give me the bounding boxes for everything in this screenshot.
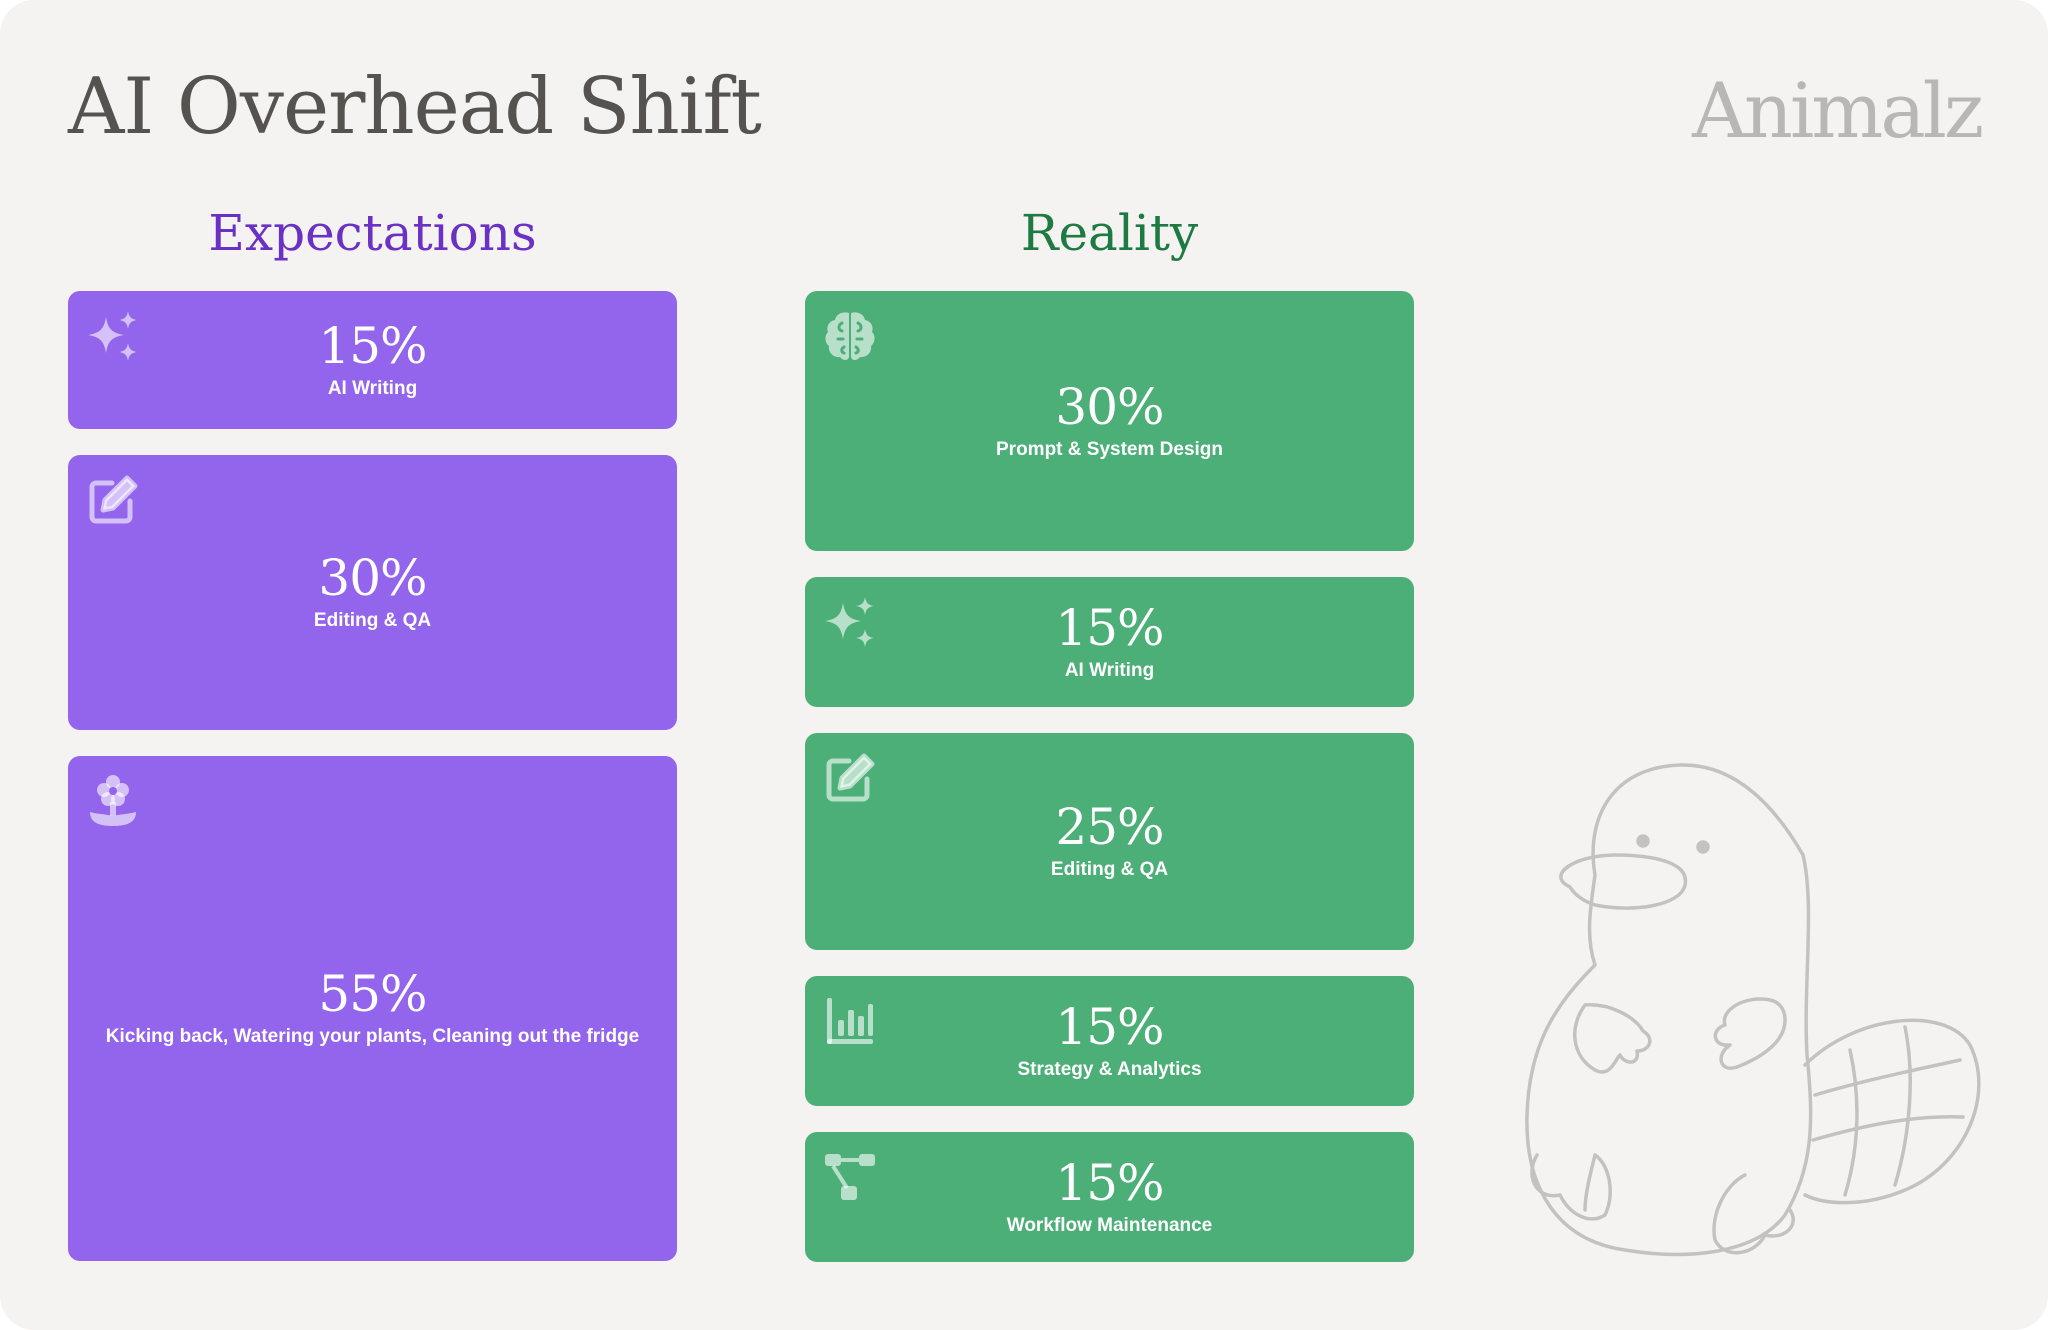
brand-logo: Animalz <box>1692 66 1984 155</box>
percentage-value: 15% <box>318 316 427 375</box>
percentage-value: 15% <box>1055 598 1164 657</box>
edit-icon <box>86 473 140 527</box>
category-label: Kicking back, Watering your plants, Clea… <box>105 1026 640 1047</box>
sparkles-icon <box>86 309 140 363</box>
percentage-value: 30% <box>1055 377 1164 436</box>
category-label: Editing & QA <box>1050 859 1169 880</box>
category-label: Workflow Maintenance <box>1006 1214 1213 1236</box>
percentage-value: 15% <box>1055 1153 1164 1212</box>
reality-block-3: 25% Editing & QA <box>805 733 1414 950</box>
sparkles-icon <box>823 595 877 649</box>
expectations-block-2: 30% Editing & QA <box>68 455 677 730</box>
percentage-value: 25% <box>1055 798 1164 856</box>
category-label: AI Writing <box>327 377 418 399</box>
expectations-block-1: 15% AI Writing <box>68 291 677 429</box>
reality-block-4: 15% Strategy & Analytics <box>805 976 1414 1106</box>
category-label: Editing & QA <box>313 610 432 631</box>
bar-chart-icon <box>823 994 877 1048</box>
reality-block-2: 15% AI Writing <box>805 577 1414 707</box>
reality-block-1: 30% Prompt & System Design <box>805 291 1414 551</box>
reality-block-5: 15% Workflow Maintenance <box>805 1132 1414 1262</box>
flower-icon <box>86 774 140 828</box>
expectations-block-3: 55% Kicking back, Watering your plants, C… <box>68 756 677 1261</box>
category-label: AI Writing <box>1064 659 1155 681</box>
edit-icon <box>823 751 877 805</box>
platypus-mascot-illustration <box>1525 763 1981 1257</box>
reality-heading: Reality <box>1020 204 1199 262</box>
brain-icon <box>823 309 877 363</box>
category-label: Prompt & System Design <box>996 438 1223 460</box>
expectations-heading: Expectations <box>208 204 537 262</box>
percentage-value: 30% <box>318 549 427 607</box>
percentage-value: 15% <box>1055 997 1164 1056</box>
percentage-value: 55% <box>318 965 427 1023</box>
category-label: Strategy & Analytics <box>1017 1058 1202 1080</box>
page-title: AI Overhead Shift <box>68 62 762 152</box>
workflow-icon <box>823 1150 877 1204</box>
